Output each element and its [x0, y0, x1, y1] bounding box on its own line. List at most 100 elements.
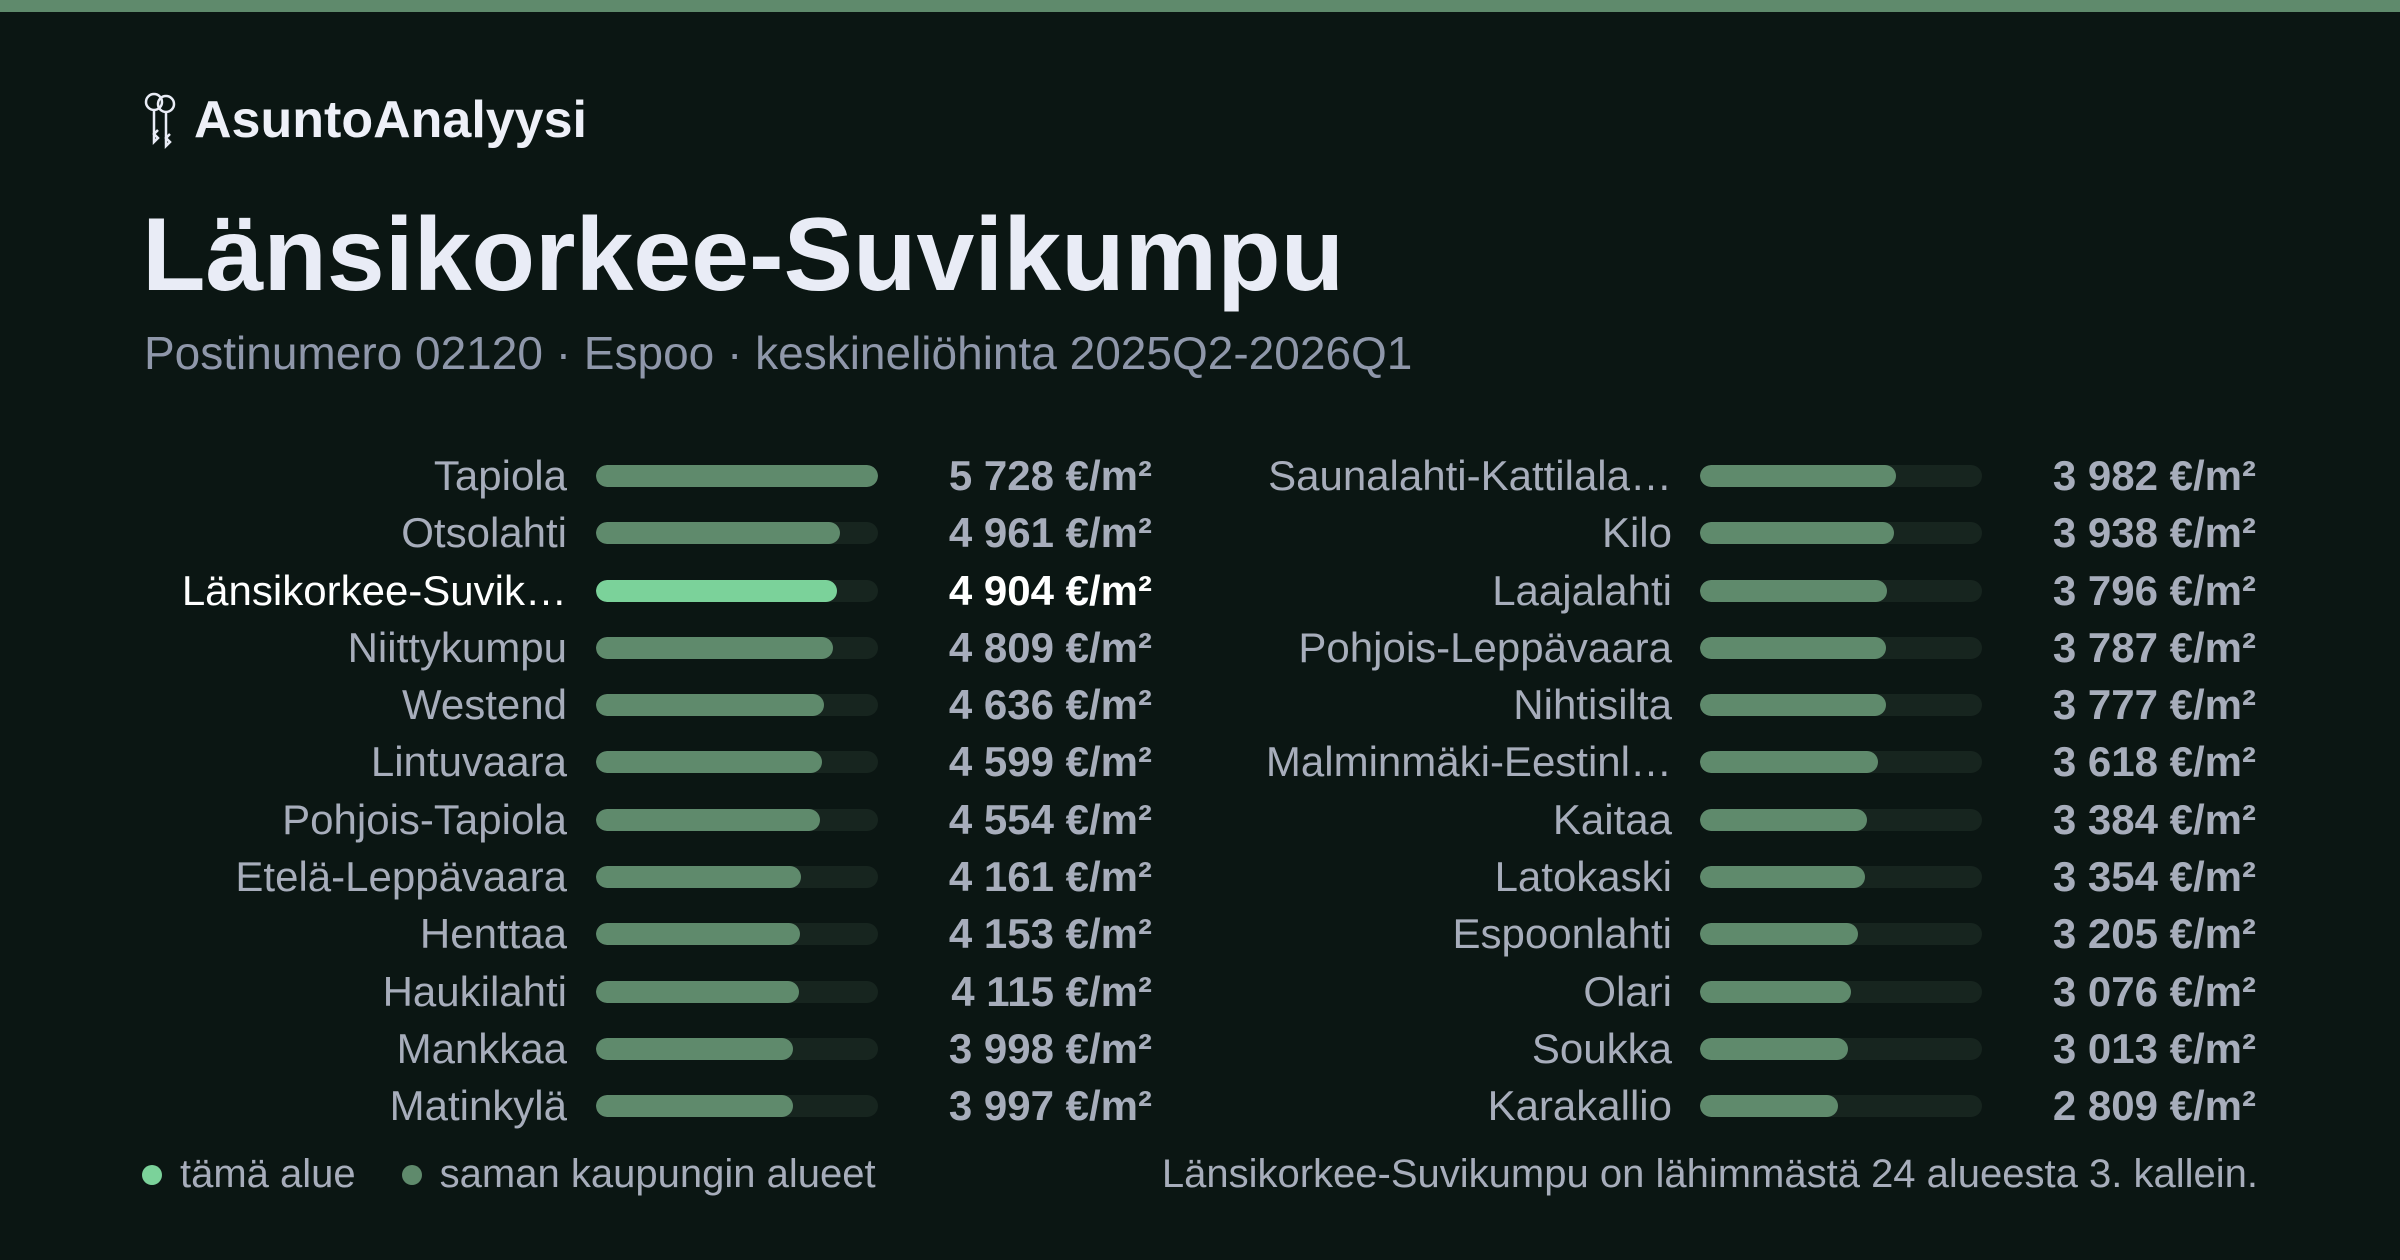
- bar-track: [1700, 1095, 1982, 1118]
- bar-track: [596, 465, 878, 487]
- area-name: Latokaski: [1494, 853, 1672, 901]
- bar-track: [1700, 636, 1982, 659]
- value-label: 3 384 €/m²: [2052, 795, 2256, 843]
- legend-label-same-city: saman kaupungin alueet: [439, 1152, 876, 1196]
- ranking-column-left: Tapiola 5 728 €/m² Otsolahti 4 961 €/m² Läns…: [0, 452, 1160, 1140]
- ranking-row: Lintuvaara 4 599 €/m²: [0, 738, 1160, 795]
- ranking-row: Saunalahti-Kattilala… 3 982 €/m²: [0, 452, 2260, 509]
- ranking-row: Nihtisilta 3 777 €/m²: [0, 681, 2260, 738]
- value-label: 3 013 €/m²: [2052, 1024, 2256, 1072]
- ranking-row: Niittykumpu 4 809 €/m²: [0, 624, 1160, 681]
- bar-track: [1700, 923, 1982, 946]
- area-name: Nihtisilta: [1513, 681, 1672, 729]
- ranking-row: Tapiola 5 728 €/m²: [0, 452, 1160, 509]
- value-label: 3 787 €/m²: [2052, 623, 2256, 671]
- value-label: 3 205 €/m²: [2052, 910, 2256, 958]
- ranking-row: Malminmäki-Eestinl… 3 618 €/m²: [0, 738, 2260, 795]
- bar-fill: [596, 694, 825, 717]
- bar-track: [1700, 1037, 1982, 1060]
- bar-track: [1700, 866, 1982, 889]
- bar-track: [596, 808, 878, 831]
- value-label: 4 809 €/m²: [948, 623, 1152, 671]
- ranking-row: Pohjois-Leppävaara 3 787 €/m²: [0, 624, 2260, 681]
- ranking-row: Karakallio 2 809 €/m²: [0, 1082, 2260, 1139]
- bar-fill: [1700, 808, 1867, 831]
- bar-track: [596, 1037, 878, 1060]
- bar-fill: [1700, 465, 1897, 487]
- keys-icon: [144, 92, 176, 150]
- bar-fill: [1700, 1037, 1849, 1060]
- value-label: 3 777 €/m²: [2052, 681, 2256, 729]
- area-name: Saunalahti-Kattilala…: [1268, 452, 1672, 499]
- bar-fill: [596, 751, 823, 774]
- ranking-row-highlighted: Länsikorkee-Suvik… 4 904 €/m²: [0, 567, 1160, 624]
- ranking-row: Laajalahti 3 796 €/m²: [0, 567, 2260, 624]
- value-label: 4 115 €/m²: [951, 967, 1152, 1015]
- bar-fill: [1700, 579, 1887, 602]
- ranking-row: Matinkylä 3 997 €/m²: [0, 1082, 1160, 1139]
- page-title: Länsikorkee-Suvikumpu: [142, 197, 1345, 313]
- value-label: 3 998 €/m²: [948, 1024, 1152, 1072]
- legend: tämä alue saman kaupungin alueet: [142, 1152, 922, 1197]
- bar-track: [1700, 579, 1982, 602]
- brand: AsuntoAnalyysi: [142, 88, 587, 152]
- ranking-row: Kilo 3 938 €/m²: [0, 509, 2260, 566]
- value-label: 5 728 €/m²: [948, 452, 1152, 499]
- value-label: 4 153 €/m²: [948, 910, 1152, 958]
- bar-fill: [1700, 923, 1858, 946]
- ranking-row: Espoonlahti 3 205 €/m²: [0, 910, 2260, 967]
- bar-track: [596, 923, 878, 946]
- bar-track: [596, 579, 878, 602]
- ranking-column-right: Saunalahti-Kattilala… 3 982 €/m² Kilo 3 938…: [0, 452, 2260, 1140]
- value-label: 4 636 €/m²: [948, 681, 1152, 729]
- ranking-row: Pohjois-Tapiola 4 554 €/m²: [0, 796, 1160, 853]
- value-label: 3 982 €/m²: [2052, 452, 2256, 499]
- ranking-row: Olari 3 076 €/m²: [0, 968, 2260, 1025]
- area-name: Lintuvaara: [370, 738, 567, 786]
- bar-fill: [596, 522, 841, 545]
- ranking-row: Etelä-Leppävaara 4 161 €/m²: [0, 853, 1160, 910]
- ranking-row: Otsolahti 4 961 €/m²: [0, 509, 1160, 566]
- area-name: Pohjois-Tapiola: [282, 795, 567, 843]
- bar-fill: [596, 579, 838, 602]
- value-label: 4 554 €/m²: [948, 795, 1152, 843]
- value-label: 3 997 €/m²: [948, 1082, 1152, 1130]
- page-subtitle: Postinumero 02120 · Espoo · keskineliöhi…: [144, 327, 1413, 379]
- ranking-row: Henttaa 4 153 €/m²: [0, 910, 1160, 967]
- brand-name: AsuntoAnalyysi: [194, 91, 587, 149]
- bar-track: [596, 694, 878, 717]
- bar-fill: [1700, 751, 1879, 774]
- area-name: Niittykumpu: [347, 623, 567, 671]
- value-label: 4 161 €/m²: [948, 853, 1152, 901]
- bar-fill: [1700, 980, 1852, 1003]
- bar-fill: [596, 465, 878, 487]
- value-label: 4 961 €/m²: [948, 509, 1152, 557]
- area-name: Henttaa: [419, 910, 567, 958]
- bar-track: [596, 980, 878, 1003]
- area-name: Karakallio: [1487, 1082, 1672, 1130]
- bar-track: [596, 1095, 878, 1118]
- value-label: 3 796 €/m²: [2052, 566, 2256, 614]
- bar-fill: [596, 1037, 793, 1060]
- bar-track: [596, 636, 878, 659]
- bar-track: [1700, 522, 1982, 545]
- area-name: Tapiola: [433, 452, 567, 499]
- bar-fill: [596, 808, 821, 831]
- value-label: 2 809 €/m²: [2052, 1082, 2256, 1130]
- legend-dot-same-city: [401, 1164, 422, 1185]
- bar-fill: [1700, 1095, 1839, 1118]
- bar-fill: [596, 636, 833, 659]
- ranking-note: Länsikorkee-Suvikumpu on lähimmästä 24 a…: [1161, 1152, 2258, 1196]
- area-name: Haukilahti: [382, 967, 567, 1015]
- ranking-row: Haukilahti 4 115 €/m²: [0, 968, 1160, 1025]
- value-label: 3 076 €/m²: [2052, 967, 2256, 1015]
- bar-track: [596, 522, 878, 545]
- legend-dot-this-area: [142, 1164, 162, 1185]
- area-name: Kilo: [1601, 509, 1672, 557]
- ranking-row: Westend 4 636 €/m²: [0, 681, 1160, 738]
- bar-track: [1700, 980, 1982, 1003]
- bar-fill: [1700, 522, 1894, 545]
- bar-track: [596, 751, 878, 774]
- bar-fill: [1700, 866, 1866, 889]
- bar-fill: [596, 866, 801, 889]
